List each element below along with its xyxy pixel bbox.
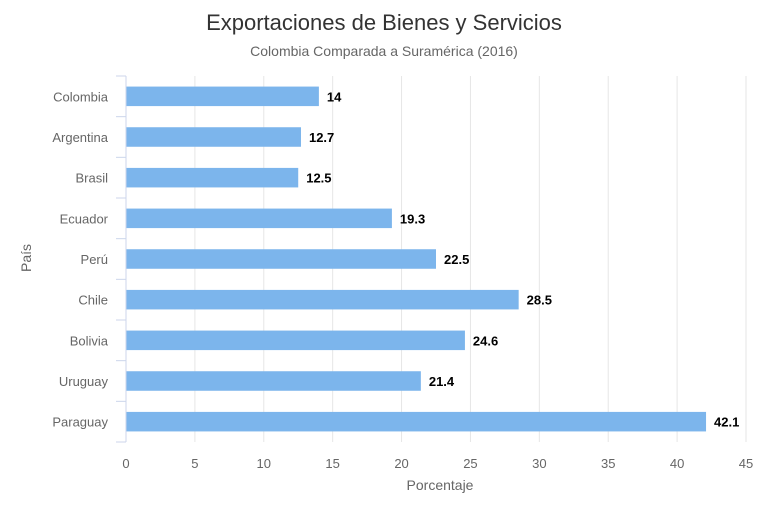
data-label: 28.5 bbox=[527, 293, 552, 308]
data-label: 14 bbox=[327, 89, 342, 104]
y-tick-label: Colombia bbox=[53, 89, 109, 104]
y-tick-label: Uruguay bbox=[59, 374, 109, 389]
bar bbox=[126, 289, 519, 310]
x-axis-title: Porcentaje bbox=[407, 477, 474, 493]
x-tick-label: 10 bbox=[257, 456, 271, 471]
bar-series bbox=[126, 86, 707, 432]
y-axis-title: País bbox=[18, 244, 34, 272]
x-tick-label: 30 bbox=[532, 456, 546, 471]
x-tick-label: 0 bbox=[122, 456, 129, 471]
data-label: 42.1 bbox=[714, 415, 739, 430]
x-tick-label: 15 bbox=[325, 456, 339, 471]
y-tick-label: Perú bbox=[81, 252, 108, 267]
y-tick-label: Brasil bbox=[75, 171, 108, 186]
data-label: 22.5 bbox=[444, 252, 469, 267]
x-tick-label: 35 bbox=[601, 456, 615, 471]
x-tick-label: 45 bbox=[739, 456, 753, 471]
axes: 0 5 10 15 20 25 30 35 40 45 Colombia Argentina Brasi… bbox=[52, 75, 753, 471]
y-tick-label: Ecuador bbox=[60, 211, 109, 226]
data-label: 12.5 bbox=[306, 171, 331, 186]
x-tick-label: 5 bbox=[191, 456, 198, 471]
data-label: 24.6 bbox=[473, 333, 498, 348]
chart-subtitle: Colombia Comparada a Suramérica (2016) bbox=[250, 43, 518, 59]
x-tick-label: 25 bbox=[463, 456, 477, 471]
bar bbox=[126, 249, 436, 269]
bar bbox=[126, 411, 707, 432]
bar bbox=[126, 208, 392, 229]
bar bbox=[126, 167, 299, 188]
y-tick-label: Paraguay bbox=[52, 415, 108, 430]
y-tick-label: Argentina bbox=[52, 130, 108, 145]
data-labels: 14 12.7 12.5 19.3 22.5 28.5 24.6 21.4 42.1 bbox=[306, 89, 739, 429]
y-tick-label: Bolivia bbox=[70, 333, 109, 348]
data-label: 19.3 bbox=[400, 211, 425, 226]
x-tick-label: 20 bbox=[394, 456, 408, 471]
data-label: 12.7 bbox=[309, 130, 334, 145]
chart-title: Exportaciones de Bienes y Servicios bbox=[206, 10, 562, 35]
bar bbox=[126, 371, 421, 391]
x-tick-label: 40 bbox=[670, 456, 684, 471]
bar bbox=[126, 86, 319, 107]
data-label: 21.4 bbox=[429, 374, 455, 389]
y-tick-label: Chile bbox=[78, 293, 108, 308]
bar bbox=[126, 330, 465, 351]
bar bbox=[126, 127, 301, 147]
